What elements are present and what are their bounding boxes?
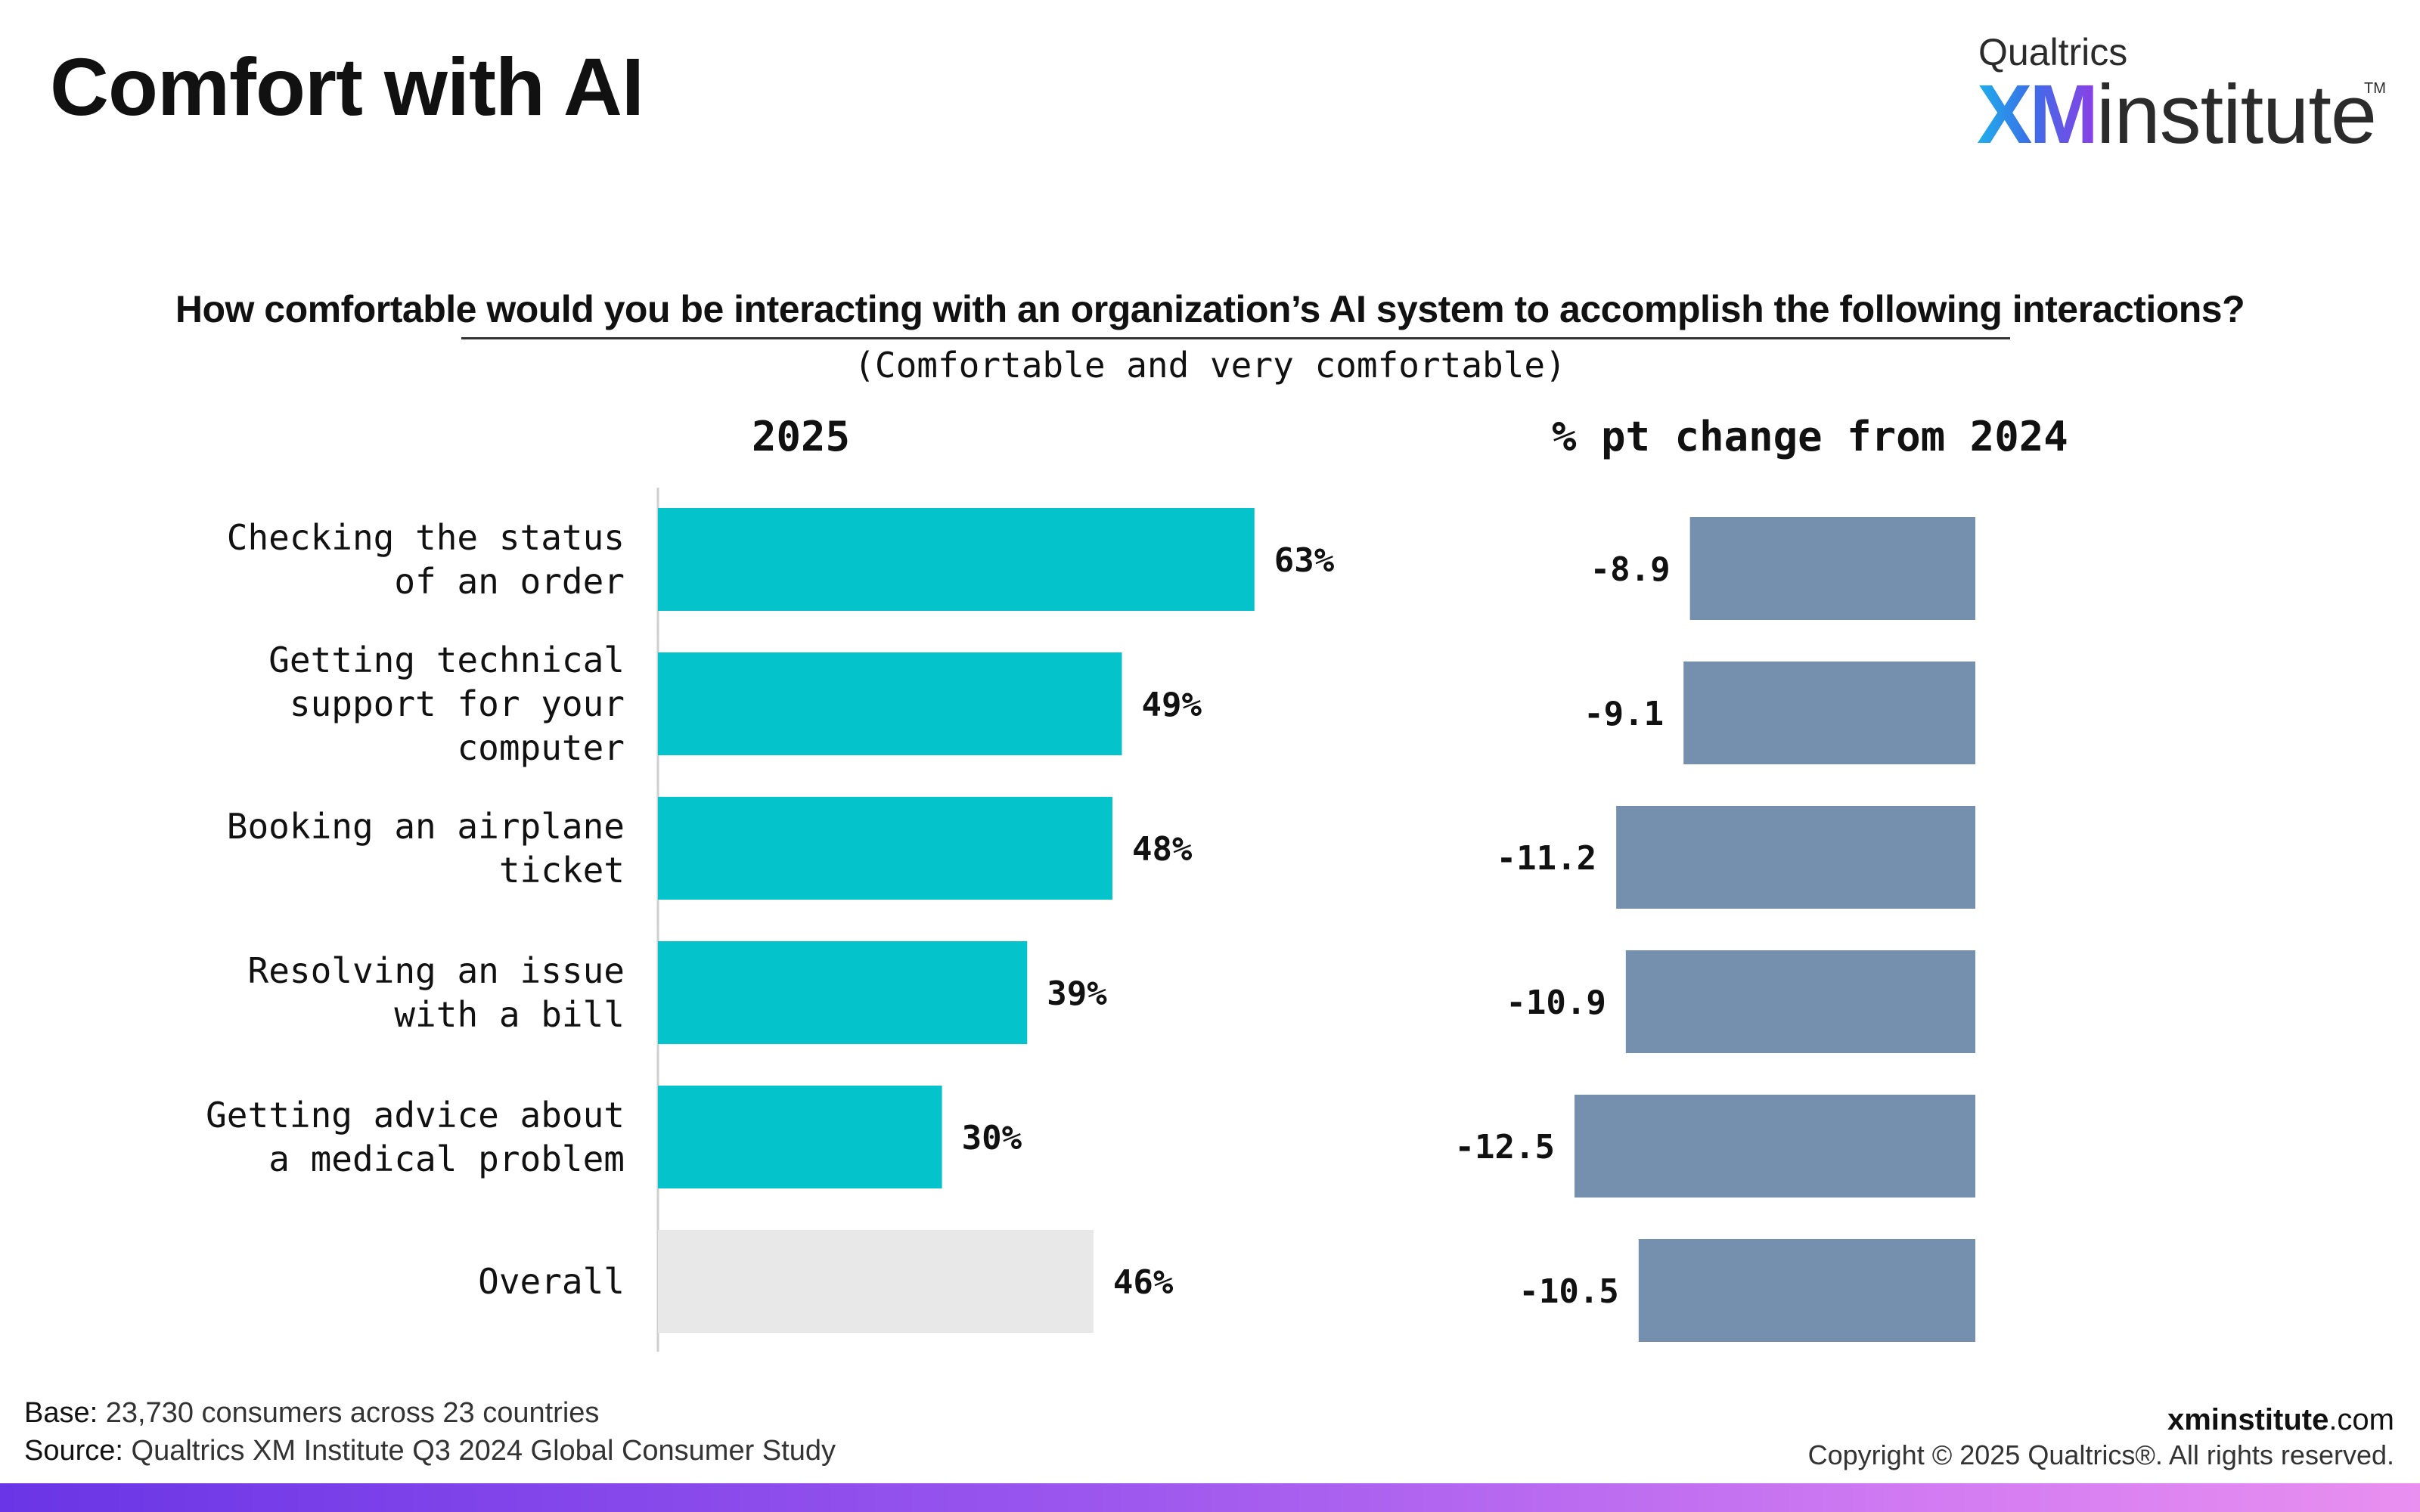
category-label: Overall (478, 1261, 625, 1302)
bar-change-value-label: -8.9 (1590, 550, 1671, 589)
category-label-line: of an order (394, 561, 625, 602)
category-label-line: Resolving an issue (248, 950, 625, 991)
bar-change (1616, 806, 1975, 909)
bar-change-value-label: -10.9 (1506, 984, 1606, 1022)
bar-2025 (658, 508, 1255, 611)
bar-2025-value-label: 48% (1132, 830, 1193, 869)
category-label-line: a medical problem (268, 1139, 625, 1179)
bar-2025 (658, 1086, 942, 1188)
footer-base: Base: 23,730 consumers across 23 countri… (24, 1397, 599, 1430)
category-label-line: Getting technical (268, 640, 625, 680)
logo-institute-text: institute (2096, 68, 2377, 161)
comfort-bar-chart: Checking the status of an order 63% -8.9 Get… (206, 488, 1975, 1352)
bar-2025-value-label: 49% (1141, 686, 1202, 724)
footer-copyright: Copyright © 2025 Qualtrics®. All rights … (1807, 1439, 2394, 1470)
footer-source-label: Source: (24, 1435, 123, 1467)
category-label-line: Checking the status (227, 517, 625, 558)
category-label-line: ticket (499, 850, 625, 891)
logo-qualtrics-text: Qualtrics (1978, 31, 2128, 73)
category-label-line: computer (457, 727, 625, 768)
bottom-gradient-bar (0, 1483, 2420, 1512)
bar-change (1575, 1095, 1975, 1198)
bar-change-value-label: -12.5 (1455, 1128, 1555, 1167)
bar-2025 (658, 797, 1112, 900)
bar-2025-value-label: 39% (1047, 974, 1107, 1013)
qualtrics-xm-institute-logo: Qualtrics XM institute TM (1977, 30, 2386, 161)
category-label: Booking an airplane ticket (227, 806, 625, 891)
category-label-line: with a bill (394, 994, 625, 1035)
footer-source: Source: Qualtrics XM Institute Q3 2024 G… (24, 1435, 836, 1467)
bar-2025-value-label: 63% (1274, 541, 1335, 580)
page-title: Comfort with AI (50, 41, 644, 132)
panel-title-change: % pt change from 2024 (1552, 413, 2068, 460)
bar-change-value-label: -9.1 (1584, 695, 1664, 733)
category-label: Checking the status of an order (227, 517, 625, 602)
bar-change (1638, 1239, 1975, 1342)
question-underline (461, 337, 2010, 339)
footer-website: xminstitute.com (2167, 1403, 2394, 1437)
bar-change (1625, 950, 1975, 1053)
panel-title-2025: 2025 (752, 413, 851, 460)
category-label: Resolving an issue with a bill (248, 950, 625, 1035)
category-label-line: Getting advice about (206, 1095, 625, 1136)
category-label-line: support for your (290, 683, 625, 724)
bar-2025 (658, 652, 1122, 755)
category-label-line: Booking an airplane (227, 806, 625, 847)
logo-xm-text: XM (1977, 68, 2099, 161)
bar-change (1683, 662, 1975, 764)
bar-change-value-label: -11.2 (1497, 839, 1596, 878)
bar-2025-value-label: 46% (1113, 1263, 1174, 1302)
category-label: Getting advice about a medical problem (206, 1095, 625, 1179)
category-label-line: Overall (478, 1261, 625, 1302)
footer-source-text: Qualtrics XM Institute Q3 2024 Global Co… (131, 1435, 836, 1467)
bar-2025-value-label: 30% (962, 1119, 1022, 1157)
category-label: Getting technical support for your compute… (268, 640, 625, 768)
footer-site-suffix: .com (2328, 1403, 2394, 1436)
footer-base-text: 23,730 consumers across 23 countries (105, 1397, 600, 1429)
bar-2025 (658, 1230, 1094, 1333)
chart-question: How comfortable would you be interacting… (175, 288, 2245, 330)
bar-2025 (658, 941, 1028, 1044)
footer-site-bold: xminstitute (2167, 1403, 2329, 1436)
logo-trademark: TM (2364, 80, 2386, 97)
bar-change-value-label: -10.5 (1519, 1272, 1618, 1311)
footer-base-label: Base: (24, 1397, 98, 1429)
bar-change (1689, 517, 1975, 620)
chart-subquestion: (Comfortable and very comfortable) (854, 345, 1566, 386)
